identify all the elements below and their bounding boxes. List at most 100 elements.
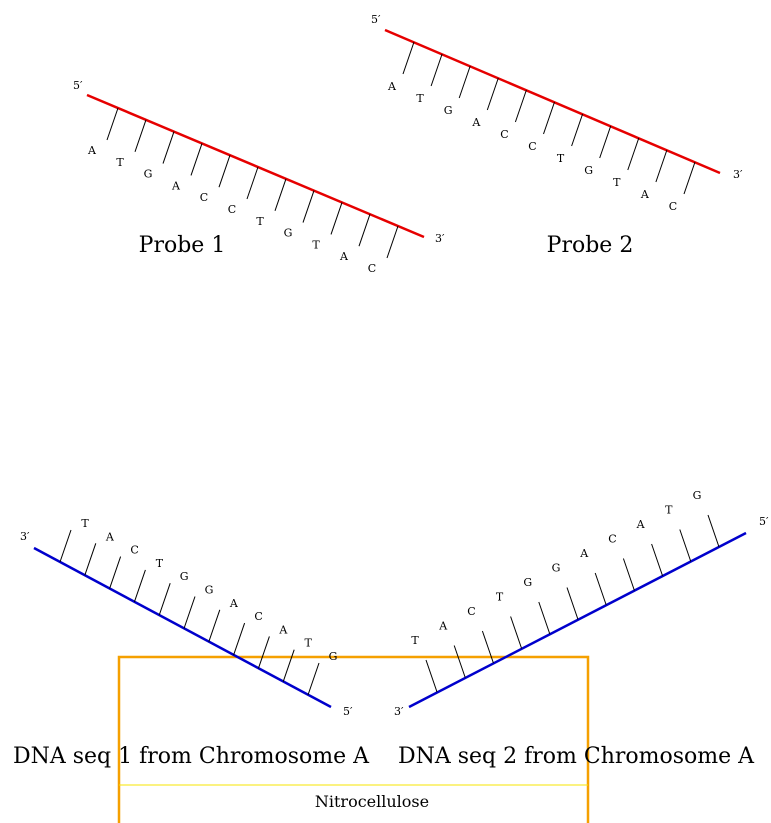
probe-1-base-letter: G [284, 227, 293, 240]
probe-1-three-prime-end: 3′ [435, 232, 445, 245]
dna-seq-2-three-prime-end: 3′ [394, 705, 404, 718]
probe-1-base-tick [106, 107, 119, 141]
dna-seq-1-base-tick [133, 569, 146, 603]
probe-2-base-letter: A [640, 188, 650, 201]
probe-1-base-letter: T [116, 156, 124, 169]
dna-seq-1: T A C T G G A C A T G 3′ 5′ DNA seq 1 from Chromos… [13, 517, 370, 769]
dna-seq-1-base-tick [208, 609, 221, 642]
probe-2-base-letter: C [669, 200, 677, 213]
dna-seq-2-base-letter: C [467, 605, 475, 618]
probe-2-five-prime-end: 5′ [371, 13, 381, 26]
dna-seq-2-base-letter: C [608, 533, 616, 546]
dna-seq-1-base-tick [257, 636, 270, 669]
probe-2-base-tick [683, 161, 696, 195]
dna-seq-1-base-letter: T [81, 517, 89, 530]
dna-seq-2-base-tick [425, 659, 438, 693]
probe-1-base-letter: C [200, 191, 208, 204]
dna-seq-1-base-tick [307, 662, 320, 696]
probe-1-five-prime-end: 5′ [73, 79, 83, 92]
dna-seq-1-base-letter: C [130, 544, 138, 557]
dna-seq-2-five-prime-end: 5′ [759, 515, 769, 528]
probe-2-base-tick [486, 77, 499, 111]
dna-seq-1-label: DNA seq 1 from Chromosome A [13, 744, 370, 769]
dna-seq-1-base-tick [183, 596, 196, 629]
dna-seq-1-base-letter: G [180, 570, 189, 583]
dna-seq-2-label: DNA seq 2 from Chromosome A [398, 744, 755, 769]
probe-1-backbone [86, 93, 425, 239]
dna-seq-1-base-tick [233, 622, 246, 656]
probe-2-base-tick [458, 65, 471, 99]
probe-1-base-tick [246, 166, 259, 200]
dna-seq-2-backbone [408, 531, 747, 709]
probe-1-base-letter: C [228, 203, 236, 216]
dna-seq-2-base-letter: G [523, 576, 532, 589]
probe-1-base-tick [302, 190, 315, 223]
dna-seq-2-base-letter: T [665, 504, 673, 517]
probe-2-label: Probe 2 [547, 233, 634, 258]
probe-2-base-tick [571, 113, 584, 147]
probe-2-base-tick [599, 125, 612, 159]
probe-1-base-tick [162, 131, 175, 164]
probe-2-three-prime-end: 3′ [733, 168, 743, 181]
dna-seq-2-base-letter: G [552, 562, 561, 575]
dna-seq-1-base-letter: C [254, 610, 262, 623]
probe-2-base-letter: T [416, 92, 424, 105]
probe-2: A T G A C C T G T A C 5′ 3′ Probe 2 [371, 13, 743, 258]
probe-2-base-tick [514, 89, 527, 123]
membrane-border [117, 655, 590, 823]
probe-1-base-tick [274, 178, 287, 211]
nitrocellulose-membrane: Nitrocellulose [117, 655, 590, 823]
probe-1-base-tick [386, 225, 399, 259]
probe-2-base-tick [402, 41, 415, 75]
dna-seq-1-three-prime-end: 3′ [20, 530, 30, 543]
probe-2-base-tick [543, 101, 555, 135]
dna-seq-2-base-letter: T [411, 634, 419, 647]
probe-1-base-letter: T [256, 215, 264, 228]
dna-seq-2-base-letter: A [636, 518, 646, 531]
dna-seq-1-base-tick [109, 556, 122, 589]
probe-2-base-letter: A [471, 116, 481, 129]
dna-seq-2-bases: T A C T G G A C A T G [411, 489, 720, 693]
dna-seq-1-base-letter: A [278, 623, 288, 636]
probe-2-base-letter: C [500, 128, 508, 141]
probe-1-base-letter: T [312, 238, 320, 251]
probe-1-base-tick [190, 143, 203, 176]
probe-1-base-tick [134, 119, 147, 152]
dna-seq-1-base-letter: A [105, 530, 115, 543]
dna-seq-1-base-tick [84, 543, 97, 576]
dna-seq-2-base-letter: T [496, 591, 504, 604]
dna-seq-2-base-tick [453, 645, 466, 678]
membrane-label: Nitrocellulose [315, 792, 429, 811]
dna-seq-2: T A C T G G A C A T G 3′ 5′ DNA seq 2 from Chromos… [394, 489, 769, 769]
dna-seq-2-base-tick [594, 572, 607, 606]
dna-seq-2-base-tick [566, 587, 579, 620]
probe-2-base-letter: T [557, 152, 565, 165]
dna-seq-2-base-letter: A [579, 547, 589, 560]
probe-1-base-tick [218, 155, 231, 188]
dna-seq-2-base-tick [707, 514, 720, 548]
dna-seq-2-base-tick [538, 601, 551, 635]
probe-1-base-letter: G [144, 168, 153, 181]
probe-1-base-tick [358, 214, 371, 247]
dna-seq-1-base-letter: G [205, 584, 214, 597]
dna-seq-1-base-tick [158, 583, 171, 616]
dna-seq-2-base-tick [481, 630, 494, 664]
probe-2-backbone [384, 28, 721, 175]
dna-seq-1-base-tick [282, 649, 295, 682]
dna-seq-2-base-tick [622, 558, 635, 591]
dna-seq-1-base-letter: T [305, 637, 313, 650]
probe-1-base-letter: A [171, 179, 181, 192]
probe-1-base-letter: A [87, 144, 97, 157]
dna-seq-2-base-letter: G [693, 489, 702, 502]
dna-seq-2-base-tick [510, 616, 523, 649]
dna-seq-2-base-letter: A [438, 620, 448, 633]
dna-seq-1-base-letter: T [156, 557, 164, 570]
probe-2-base-letter: G [444, 104, 453, 117]
probe-2-bases: A T G A C C T G T A C [387, 41, 696, 213]
probe-2-base-tick [430, 53, 443, 87]
probe-1-base-letter: A [339, 250, 349, 263]
dna-seq-1-base-letter: A [229, 597, 239, 610]
dna-seq-1-base-tick [59, 529, 72, 563]
probe-2-base-letter: G [584, 164, 593, 177]
probe-2-base-tick [627, 137, 640, 171]
